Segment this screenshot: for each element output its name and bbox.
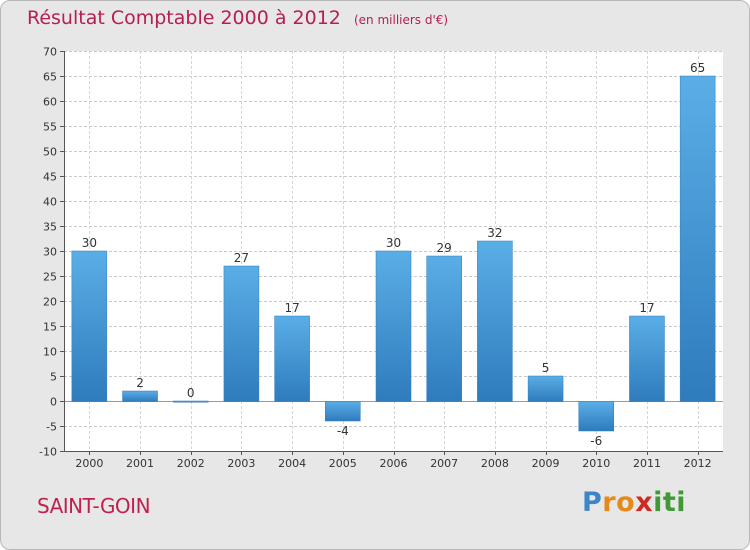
bar-2001 bbox=[122, 390, 158, 402]
place-name: SAINT-GOIN bbox=[37, 494, 151, 518]
x-tick-label: 2003 bbox=[227, 457, 255, 470]
bar-2010 bbox=[578, 401, 615, 432]
y-tick-label: 20 bbox=[43, 296, 57, 309]
chart-title: Résultat Comptable 2000 à 2012 bbox=[27, 7, 341, 29]
bar-2007 bbox=[426, 255, 462, 402]
bar-2003 bbox=[223, 265, 260, 402]
x-tick-label: 2002 bbox=[177, 457, 205, 470]
x-tick-label: 2010 bbox=[582, 457, 610, 470]
y-tick-label: 40 bbox=[43, 196, 57, 209]
y-tick-label: 5 bbox=[50, 371, 57, 384]
bar-2008 bbox=[477, 240, 513, 402]
chart-subtitle: (en milliers d'€) bbox=[353, 13, 449, 27]
x-tick-label: 2009 bbox=[532, 457, 560, 470]
data-label: 30 bbox=[82, 236, 97, 250]
y-tick-label: 15 bbox=[43, 321, 57, 334]
y-tick-label: 35 bbox=[43, 221, 57, 234]
y-tick-label: 65 bbox=[43, 71, 57, 84]
logo-letter: P bbox=[582, 487, 603, 518]
proxiti-logo: Proxiti bbox=[582, 487, 686, 518]
y-tick-label: 60 bbox=[43, 96, 57, 109]
bar-2011 bbox=[629, 315, 665, 402]
data-label: 5 bbox=[542, 361, 550, 375]
bar-2009 bbox=[527, 375, 564, 402]
data-label: 27 bbox=[234, 251, 249, 265]
data-label: -4 bbox=[337, 424, 349, 438]
logo-letter: r bbox=[602, 487, 617, 518]
data-label: 17 bbox=[284, 301, 299, 315]
x-tick-label: 2007 bbox=[430, 457, 458, 470]
y-tick-label: 10 bbox=[43, 346, 57, 359]
logo-letter: i bbox=[653, 487, 663, 518]
title-row: Résultat Comptable 2000 à 2012 (en milli… bbox=[27, 7, 448, 29]
bar-2012 bbox=[679, 75, 716, 402]
y-tick-label: 25 bbox=[43, 271, 57, 284]
bar-2004 bbox=[274, 315, 310, 402]
x-tick-label: 2008 bbox=[481, 457, 509, 470]
data-label: 29 bbox=[437, 241, 452, 255]
logo-letter: t bbox=[662, 487, 677, 518]
bar-2002 bbox=[172, 400, 209, 403]
data-label: 65 bbox=[690, 61, 705, 75]
y-tick-label: 50 bbox=[43, 146, 57, 159]
y-tick-label: 0 bbox=[50, 396, 57, 409]
x-tick-label: 2011 bbox=[633, 457, 661, 470]
logo-letter: x bbox=[635, 487, 654, 518]
bars bbox=[71, 75, 716, 432]
labels: -10-505101520253035404550556065702000302… bbox=[39, 46, 712, 471]
bar-2006 bbox=[375, 250, 412, 402]
x-tick-label: 2000 bbox=[75, 457, 103, 470]
data-label: 0 bbox=[187, 386, 195, 400]
y-tick-label: 70 bbox=[43, 46, 57, 59]
data-label: 32 bbox=[487, 226, 502, 240]
y-tick-label: 45 bbox=[43, 171, 57, 184]
data-label: 2 bbox=[136, 376, 144, 390]
bar-2000 bbox=[71, 250, 108, 402]
bar-2005 bbox=[325, 401, 361, 422]
x-tick-label: 2012 bbox=[684, 457, 712, 470]
y-tick-label: 30 bbox=[43, 246, 57, 259]
logo-letter: i bbox=[676, 487, 687, 518]
axes bbox=[60, 51, 723, 455]
y-tick-label: -10 bbox=[39, 446, 57, 459]
y-tick-label: -5 bbox=[46, 421, 57, 434]
data-label: -6 bbox=[590, 434, 602, 448]
x-tick-label: 2004 bbox=[278, 457, 306, 470]
data-label: 30 bbox=[386, 236, 401, 250]
y-tick-label: 55 bbox=[43, 121, 57, 134]
data-label: 17 bbox=[639, 301, 654, 315]
logo-letter: o bbox=[616, 487, 636, 518]
x-tick-label: 2005 bbox=[329, 457, 357, 470]
x-tick-label: 2006 bbox=[380, 457, 408, 470]
x-tick-label: 2001 bbox=[126, 457, 154, 470]
